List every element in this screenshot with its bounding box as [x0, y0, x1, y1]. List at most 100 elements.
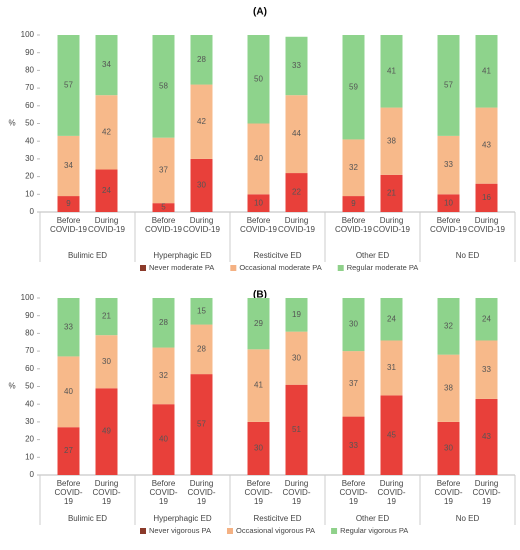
data-label: 19 — [292, 310, 301, 319]
data-label: 15 — [197, 306, 206, 315]
legend-swatch — [226, 528, 233, 534]
x-tick-label: During COVID-19 — [187, 479, 216, 506]
bar-segment — [57, 298, 80, 357]
y-tick-label: 100 — [21, 30, 35, 39]
bar-segment — [475, 298, 498, 341]
data-label: 33 — [292, 61, 301, 70]
data-label: 28 — [197, 55, 206, 64]
data-label: 44 — [292, 129, 301, 138]
data-label: 21 — [387, 189, 396, 198]
bar-segment — [247, 421, 270, 475]
bar-segment — [380, 340, 403, 396]
data-label: 9 — [351, 199, 356, 208]
data-label: 57 — [444, 81, 453, 90]
group-label: Bulimic ED — [68, 251, 107, 260]
group-label: Other ED — [356, 251, 390, 260]
data-label: 37 — [349, 379, 358, 388]
data-label: 41 — [254, 381, 263, 390]
bar-segment — [190, 35, 213, 85]
bar-segment — [475, 398, 498, 475]
data-label: 45 — [387, 430, 396, 439]
y-tick-label: 90 — [25, 48, 34, 57]
y-tick-label: 80 — [25, 66, 34, 75]
y-tick-label: 10 — [25, 189, 34, 198]
group-label: Other ED — [356, 514, 390, 523]
legend-label: Regular vigorous PA — [340, 526, 408, 535]
bar-segment — [285, 173, 308, 212]
bar-segment — [437, 194, 460, 212]
legend-swatch — [331, 528, 338, 534]
data-label: 50 — [254, 74, 263, 83]
legend-label: Never moderate PA — [149, 263, 214, 272]
y-tick-label: 30 — [25, 154, 34, 163]
data-label: 28 — [197, 344, 206, 353]
x-tick-label: Before COVID-19 — [145, 216, 182, 234]
bar-segment — [152, 298, 175, 348]
y-tick-label: 60 — [25, 101, 34, 110]
group-label: Resticitve ED — [253, 514, 301, 523]
bar-segment — [475, 183, 498, 212]
bar-segment — [152, 404, 175, 475]
bar-segment — [190, 298, 213, 325]
data-label: 33 — [349, 441, 358, 450]
bar-segment — [152, 35, 175, 138]
bar-segment — [190, 324, 213, 375]
data-label: 5 — [161, 203, 166, 212]
data-label: 38 — [444, 383, 453, 392]
bar-segment — [57, 356, 80, 428]
data-label: 57 — [64, 81, 73, 90]
data-label: 28 — [159, 318, 168, 327]
data-label: 31 — [387, 363, 396, 372]
bar-segment — [152, 137, 175, 204]
group-label: Hyperphagic ED — [153, 514, 211, 523]
data-label: 40 — [254, 154, 263, 163]
group-label: Resticitve ED — [253, 251, 301, 260]
bar-segment — [57, 35, 80, 136]
data-label: 32 — [444, 321, 453, 330]
data-label: 43 — [482, 432, 491, 441]
y-tick-label: 60 — [25, 364, 34, 373]
data-label: 33 — [482, 365, 491, 374]
legend-label: Occasional vigorous PA — [236, 526, 315, 535]
data-label: 30 — [292, 353, 301, 362]
group-label: Hyperphagic ED — [153, 251, 211, 260]
bar-segment — [285, 95, 308, 174]
data-label: 30 — [102, 357, 111, 366]
data-label: 33 — [64, 322, 73, 331]
legend-swatch — [230, 265, 237, 271]
data-label: 24 — [482, 314, 491, 323]
data-label: 41 — [482, 66, 491, 75]
y-tick-label: 70 — [25, 346, 34, 355]
y-tick-label: 90 — [25, 311, 34, 320]
x-tick-label: Before COVID-19 — [430, 216, 467, 234]
x-tick-label: Before COVID-19 — [244, 479, 273, 506]
bar-segment — [380, 395, 403, 475]
data-label: 42 — [197, 117, 206, 126]
bar-segment — [285, 36, 308, 96]
y-tick-label: 100 — [21, 293, 35, 302]
data-label: 57 — [197, 420, 206, 429]
bar-segment — [342, 35, 365, 140]
bar-segment — [342, 351, 365, 417]
bar-segment — [247, 194, 270, 212]
y-axis-label: % — [8, 382, 15, 391]
x-tick-label: During COVID-19 — [278, 216, 315, 234]
data-label: 30 — [444, 444, 453, 453]
data-label: 38 — [387, 136, 396, 145]
x-tick-label: Before COVID-19 — [50, 216, 87, 234]
bar-segment — [152, 347, 175, 405]
bar-segment — [95, 335, 118, 389]
y-tick-label: 10 — [25, 452, 34, 461]
bar-segment — [380, 174, 403, 212]
y-tick-label: 0 — [30, 470, 35, 479]
bar-segment — [437, 135, 460, 195]
bar-segment — [95, 95, 118, 170]
y-axis-label: % — [8, 119, 15, 128]
y-tick-label: 40 — [25, 399, 34, 408]
bar-segment — [380, 298, 403, 341]
x-tick-label: During COVID-19 — [88, 216, 125, 234]
bar-segment — [342, 196, 365, 212]
bar-segment — [380, 35, 403, 108]
